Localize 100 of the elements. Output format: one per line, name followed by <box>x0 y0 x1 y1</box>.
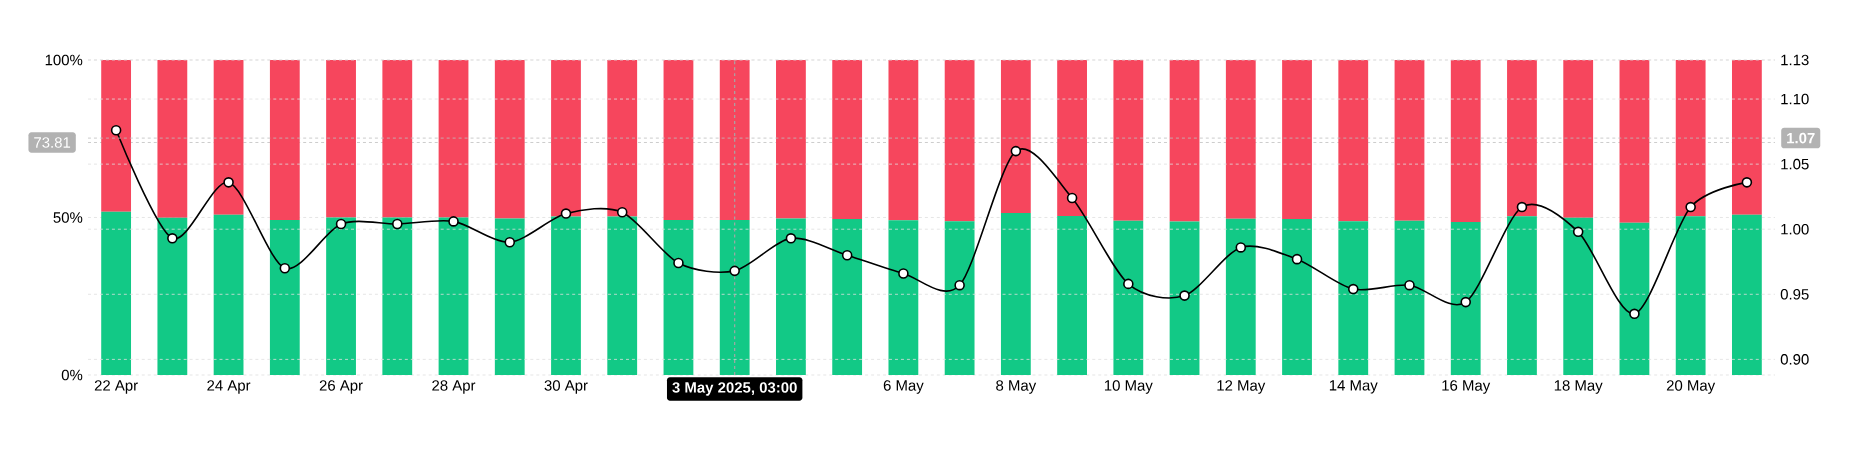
point <box>1010 145 1022 157</box>
point <box>335 218 347 230</box>
bar <box>269 220 300 375</box>
bar <box>551 216 581 375</box>
point <box>1291 253 1303 265</box>
y2-tick-label: 1.00 <box>1781 223 1809 235</box>
bar <box>157 60 188 218</box>
bar <box>1563 217 1594 375</box>
bar <box>1731 60 1762 215</box>
point <box>560 208 572 219</box>
bar <box>494 218 525 375</box>
bar <box>1169 221 1200 375</box>
point <box>1516 201 1528 213</box>
bar <box>1507 60 1537 217</box>
x-tick-label: 8 May <box>996 380 1037 394</box>
bar <box>719 60 750 221</box>
point <box>223 177 234 188</box>
point <box>1685 201 1696 213</box>
point <box>1741 177 1753 188</box>
y2-tick-label: 1.05 <box>1781 158 1809 170</box>
ref-line-label: 3 May 2025, 03:00 <box>672 382 797 396</box>
bar <box>663 220 694 375</box>
bar <box>1113 220 1144 375</box>
bar <box>1563 60 1594 218</box>
bar <box>1225 60 1256 219</box>
bar <box>326 60 356 218</box>
bar <box>1338 221 1369 375</box>
bar <box>101 211 132 375</box>
bar <box>832 60 863 220</box>
point <box>392 218 403 230</box>
point <box>1629 308 1640 320</box>
x-tick-label: 22 Apr <box>94 380 138 394</box>
bar <box>832 219 863 375</box>
bar <box>326 217 356 375</box>
point <box>898 268 909 279</box>
x-tick-label: 6 May <box>883 380 924 394</box>
bar <box>269 60 300 221</box>
point <box>1572 226 1584 238</box>
bar <box>776 218 806 375</box>
bar <box>213 214 244 375</box>
bar <box>1675 60 1706 217</box>
point <box>616 207 628 218</box>
bar <box>1225 218 1256 375</box>
bar <box>1338 60 1369 222</box>
y2-tick-label: 1.10 <box>1781 93 1809 105</box>
x-tick-label: 28 Apr <box>432 380 476 394</box>
bar <box>1675 216 1706 375</box>
bar <box>1057 215 1087 375</box>
bar <box>1394 220 1425 375</box>
bar <box>1282 219 1312 375</box>
bar <box>607 216 638 375</box>
bar <box>888 60 919 221</box>
ref-line-label: 1.07 <box>1787 132 1815 144</box>
bar <box>1000 213 1031 375</box>
bar <box>213 60 244 215</box>
bar <box>1282 60 1312 220</box>
bar <box>101 60 132 212</box>
point <box>1179 290 1190 301</box>
point <box>729 265 740 277</box>
bar <box>888 220 919 375</box>
bar <box>1057 60 1087 216</box>
point <box>1235 242 1247 253</box>
point <box>279 262 291 274</box>
bar <box>1507 216 1537 375</box>
bar <box>157 217 188 375</box>
bar <box>494 60 525 219</box>
y-tick-label: 0% <box>61 369 83 381</box>
x-tick-label: 12 May <box>1217 380 1266 394</box>
x-tick-label: 14 May <box>1329 380 1378 394</box>
point <box>110 125 122 136</box>
y2-tick-label: 0.95 <box>1780 289 1809 300</box>
bar <box>438 217 469 375</box>
bar <box>382 60 413 218</box>
point <box>1460 296 1472 308</box>
point <box>841 249 853 261</box>
bar <box>1450 221 1481 375</box>
bar <box>1619 60 1650 223</box>
bar <box>944 221 975 375</box>
point <box>448 216 459 227</box>
bar <box>1000 60 1031 214</box>
bar <box>719 220 750 375</box>
point <box>954 279 965 291</box>
point <box>504 236 516 248</box>
point <box>1347 283 1359 295</box>
y-tick-label: 100% <box>45 54 83 66</box>
bar <box>1450 60 1481 222</box>
x-tick-label: 18 May <box>1554 380 1603 394</box>
bar <box>438 60 469 218</box>
bar <box>776 60 806 219</box>
y-tick-label: 50% <box>53 212 83 223</box>
bar <box>1394 60 1425 221</box>
bar <box>1169 60 1200 222</box>
bar <box>551 60 581 217</box>
point <box>1066 192 1078 204</box>
bar <box>944 60 975 222</box>
x-tick-label: 16 May <box>1442 380 1491 394</box>
x-tick-label: 26 Apr <box>319 380 363 394</box>
point <box>167 233 178 244</box>
ref-line-label: 73.81 <box>34 137 71 148</box>
bar <box>1619 222 1650 375</box>
